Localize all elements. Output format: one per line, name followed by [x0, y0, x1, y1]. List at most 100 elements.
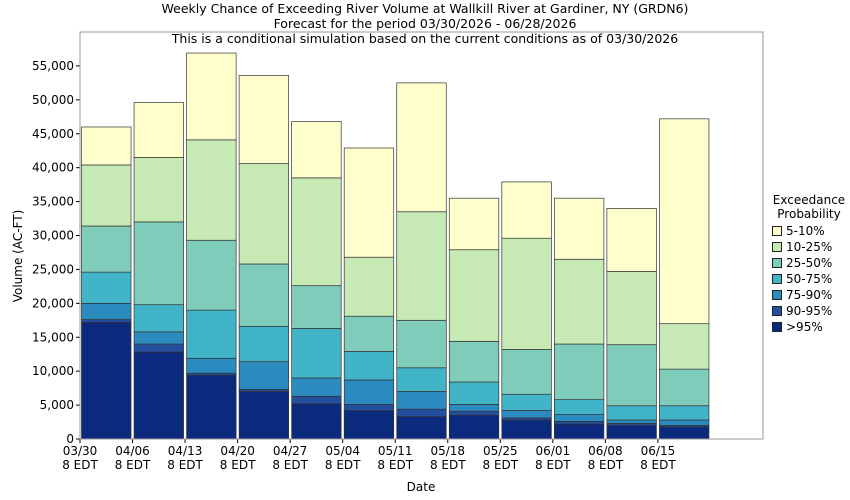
x-tick-label-time: 8 EDT [377, 458, 413, 472]
x-tick-label-date: 03/30 [63, 444, 98, 458]
bar-06-01-50-75pct [553, 399, 605, 415]
bar-05-25-gt95pct [501, 419, 552, 440]
bar-04-13-25-50pct [186, 239, 237, 311]
legend-item: 50-75% [772, 271, 850, 287]
bar-05-11-10-25pct [396, 211, 447, 321]
x-tick-label-date: 05/25 [483, 444, 518, 458]
x-tick-label-date: 06/01 [536, 444, 571, 458]
x-tick-label-time: 8 EDT [62, 458, 98, 472]
bar-06-15-25-50pct [659, 368, 710, 407]
x-tick-label-date: 05/04 [325, 444, 360, 458]
bar-06-15-5-10pct [659, 118, 710, 325]
bar-04-13-5-10pct [186, 52, 237, 141]
bar-04-27-75-90pct [291, 377, 342, 397]
x-tick-label-date: 04/20 [220, 444, 255, 458]
legend: Exceedance Probability 5-10% 10-25% 25-50%… [766, 193, 850, 335]
legend-label: 25-50% [786, 256, 833, 270]
chart-title-block: Weekly Chance of Exceeding River Volume … [0, 1, 850, 46]
bar-03-30-25-50pct [81, 225, 132, 273]
x-tick-label-date: 05/18 [430, 444, 465, 458]
bar-06-15-75-90pct [659, 419, 710, 426]
bar-03-30-10-25pct [81, 164, 132, 227]
bar-04-13-75-90pct [186, 357, 237, 374]
y-tick-label: 35,000 [32, 195, 74, 209]
bar-06-01-75-90pct [553, 414, 605, 422]
bar-05-04-75-90pct [343, 379, 395, 405]
legend-label: 10-25% [786, 240, 833, 254]
x-tick-label-time: 8 EDT [272, 458, 308, 472]
x-axis-label: Date [407, 480, 436, 494]
bar-04-13-10-25pct [186, 139, 237, 241]
bar-06-15-50-75pct [659, 405, 710, 421]
legend-swatch [772, 290, 782, 300]
legend-label: >95% [786, 320, 823, 334]
bar-05-11-25-50pct [396, 319, 447, 369]
bar-06-01-25-50pct [553, 343, 605, 400]
bar-05-25-25-50pct [501, 349, 552, 395]
bar-03-30-gt95pct [81, 321, 132, 440]
bar-04-27-25-50pct [291, 285, 342, 329]
bar-06-15-gt95pct [659, 426, 710, 440]
bar-05-11-5-10pct [396, 82, 447, 213]
bar-03-30-50-75pct [81, 271, 132, 304]
y-tick-label: 10,000 [32, 364, 74, 378]
bar-04-27-5-10pct [291, 121, 342, 179]
legend-items: 5-10% 10-25% 25-50% 50-75% 75-90% 90-95% >95% [772, 223, 850, 335]
bar-05-18-25-50pct [448, 340, 500, 383]
legend-label: 5-10% [786, 224, 825, 238]
x-tick-label-date: 04/06 [115, 444, 150, 458]
plot-frame [79, 31, 764, 440]
bar-05-18-gt95pct [448, 414, 500, 440]
bar-05-25-10-25pct [501, 237, 552, 350]
chart-title: Weekly Chance of Exceeding River Volume … [161, 1, 689, 16]
bar-stacks [81, 52, 710, 440]
x-tick-label-date: 04/27 [273, 444, 308, 458]
legend-swatch [772, 226, 782, 236]
legend-swatch [772, 274, 782, 284]
x-tick-label-date: 06/15 [641, 444, 676, 458]
bar-05-11-gt95pct [396, 416, 447, 440]
bar-06-08-gt95pct [606, 425, 657, 440]
bar-04-06-75-90pct [133, 331, 184, 345]
bar-05-04-50-75pct [343, 351, 395, 381]
y-tick-label: 30,000 [32, 229, 74, 243]
x-tick-label-time: 8 EDT [220, 458, 256, 472]
legend-item: 5-10% [772, 223, 850, 239]
bar-05-11-90-95pct [396, 408, 447, 417]
bar-05-04-90-95pct [343, 404, 395, 411]
bar-04-27-10-25pct [291, 177, 342, 287]
bar-05-11-75-90pct [396, 391, 447, 410]
bar-03-30-5-10pct [81, 126, 132, 166]
y-tick-label: 55,000 [32, 59, 74, 73]
y-tick-label: 45,000 [32, 127, 74, 141]
bar-05-11-50-75pct [396, 367, 447, 392]
legend-label: 75-90% [786, 288, 833, 302]
x-tick-label-time: 8 EDT [115, 458, 151, 472]
bar-06-08-5-10pct [606, 208, 657, 272]
legend-label: 50-75% [786, 272, 833, 286]
bar-05-04-gt95pct [343, 410, 395, 440]
bar-06-15-10-25pct [659, 323, 710, 370]
y-tick-label: 0 [66, 432, 74, 446]
bar-04-06-10-25pct [133, 157, 184, 223]
bar-04-06-gt95pct [133, 351, 184, 440]
bar-04-20-50-75pct [238, 326, 290, 363]
bar-05-25-75-90pct [501, 410, 552, 419]
bar-04-27-gt95pct [291, 403, 342, 440]
bar-06-01-gt95pct [553, 423, 605, 440]
y-tick-label: 25,000 [32, 262, 74, 276]
bar-04-06-5-10pct [133, 102, 184, 158]
bar-04-20-10-25pct [238, 163, 290, 265]
y-tick-label: 15,000 [32, 330, 74, 344]
bar-04-27-90-95pct [291, 395, 342, 405]
bar-06-08-25-50pct [606, 344, 657, 407]
bar-05-18-10-25pct [448, 249, 500, 342]
x-tick-label-time: 8 EDT [325, 458, 361, 472]
legend-item: 90-95% [772, 303, 850, 319]
y-tick-label: 40,000 [32, 161, 74, 175]
bar-06-01-5-10pct [553, 197, 605, 260]
bar-06-08-75-90pct [606, 419, 657, 424]
legend-label: 90-95% [786, 304, 833, 318]
bar-05-18-75-90pct [448, 404, 500, 412]
